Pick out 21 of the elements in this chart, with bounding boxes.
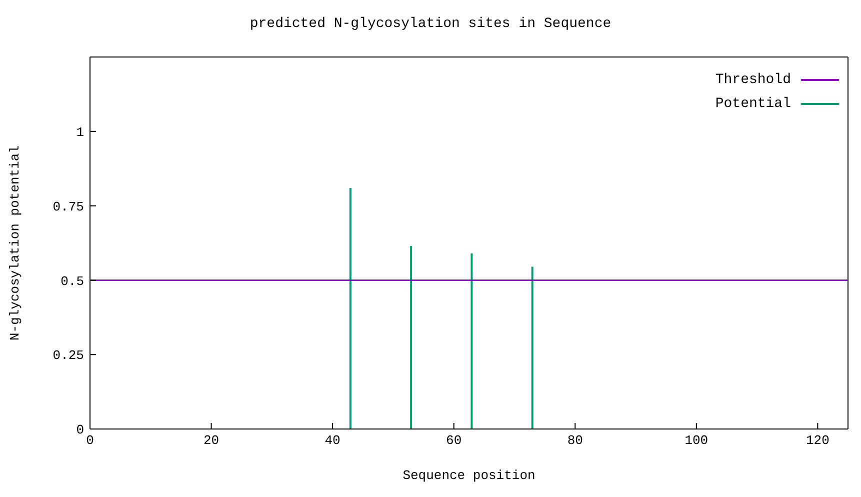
chart-title: predicted N-glycosylation sites in Sequence [248, 15, 612, 34]
x-axis-title: Sequence position [402, 468, 536, 483]
legend-label: Threshold [715, 71, 791, 90]
bar [470, 253, 473, 429]
legend-label: Potential [715, 95, 791, 114]
x-tick-label: 120 [806, 433, 830, 448]
x-tick-label: 20 [203, 433, 220, 448]
y-tick-label: 0.75 [52, 199, 84, 214]
bar [349, 188, 352, 429]
x-tick-label: 0 [86, 433, 94, 448]
y-tick-label: 0 [76, 422, 84, 438]
x-tick-label: 100 [684, 433, 708, 448]
x-tick-label: 80 [567, 433, 583, 448]
y-tick-label: 0.25 [52, 348, 84, 364]
bar [410, 246, 412, 429]
y-tick-label: 1 [76, 125, 84, 140]
y-tick-label: 0.5 [60, 274, 84, 289]
y-axis-title: N-glycosylation potential [8, 145, 23, 341]
x-tick-label: 60 [446, 433, 462, 448]
x-tick-label: 40 [324, 433, 340, 448]
bar [531, 266, 534, 429]
